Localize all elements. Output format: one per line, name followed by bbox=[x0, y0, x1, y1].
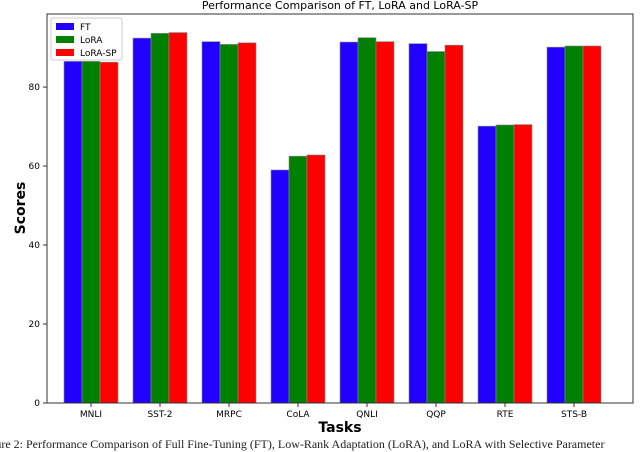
x-axis-label: Tasks bbox=[318, 420, 361, 436]
bar-lora-mnli bbox=[81, 61, 101, 404]
x-tick-label: MRPC bbox=[216, 410, 242, 420]
bar-lora-mrpc bbox=[219, 44, 239, 404]
bar-ft-qnli bbox=[339, 41, 359, 404]
bar-lora-sp-mnli bbox=[99, 61, 119, 404]
bar-lora-sp-rte bbox=[513, 124, 533, 404]
x-tick-label: CoLA bbox=[286, 410, 310, 420]
bar-ft-sst-2 bbox=[132, 37, 152, 404]
chart-title: Performance Comparison of FT, LoRA and L… bbox=[202, 0, 479, 12]
legend-label: LoRA bbox=[80, 36, 103, 46]
bar-ft-rte bbox=[477, 125, 497, 404]
bar-lora-sst-2 bbox=[150, 33, 170, 404]
x-tick-label: QQP bbox=[426, 410, 446, 420]
bar-lora-cola bbox=[288, 155, 308, 404]
x-tick-label: SST-2 bbox=[147, 410, 172, 420]
bar-ft-qqp bbox=[408, 43, 428, 404]
y-tick-label: 60 bbox=[29, 162, 41, 172]
figure-caption: igure 2: Performance Comparison of Full … bbox=[0, 437, 605, 451]
y-tick-label: 20 bbox=[29, 320, 41, 330]
bar-lora-sts-b bbox=[564, 45, 584, 404]
plot-frame bbox=[46, 13, 634, 404]
y-tick-label: 40 bbox=[29, 241, 41, 251]
bar-lora-sp-qnli bbox=[375, 41, 395, 404]
bar-ft-cola bbox=[270, 169, 290, 404]
bar-lora-qnli bbox=[357, 37, 377, 404]
x-tick-label: STS-B bbox=[561, 410, 587, 420]
bar-ft-mnli bbox=[63, 61, 83, 404]
bar-lora-sp-sst-2 bbox=[168, 32, 188, 404]
bar-ft-mrpc bbox=[201, 41, 221, 404]
bar-lora-rte bbox=[495, 124, 515, 404]
bar-lora-sp-cola bbox=[306, 154, 326, 404]
legend-swatch bbox=[56, 49, 74, 56]
x-tick-label: MNLI bbox=[80, 410, 102, 420]
legend-swatch bbox=[56, 36, 74, 43]
legend: FT LoRA LoRA-SP bbox=[50, 17, 123, 61]
y-axis-label: Scores bbox=[13, 182, 29, 235]
x-tick-label: RTE bbox=[497, 410, 514, 420]
bar-ft-sts-b bbox=[546, 46, 566, 404]
legend-label: LoRA-SP bbox=[80, 49, 117, 59]
bar-lora-sp-qqp bbox=[444, 44, 464, 404]
bar-lora-sp-sts-b bbox=[582, 45, 602, 404]
legend-swatch bbox=[56, 23, 74, 30]
y-tick-label: 80 bbox=[29, 83, 41, 93]
x-tick-label: QNLI bbox=[356, 410, 378, 420]
y-tick-label: 0 bbox=[34, 399, 40, 409]
legend-label: FT bbox=[80, 23, 91, 33]
bar-lora-qqp bbox=[426, 51, 446, 404]
bar-lora-sp-mrpc bbox=[237, 42, 257, 404]
